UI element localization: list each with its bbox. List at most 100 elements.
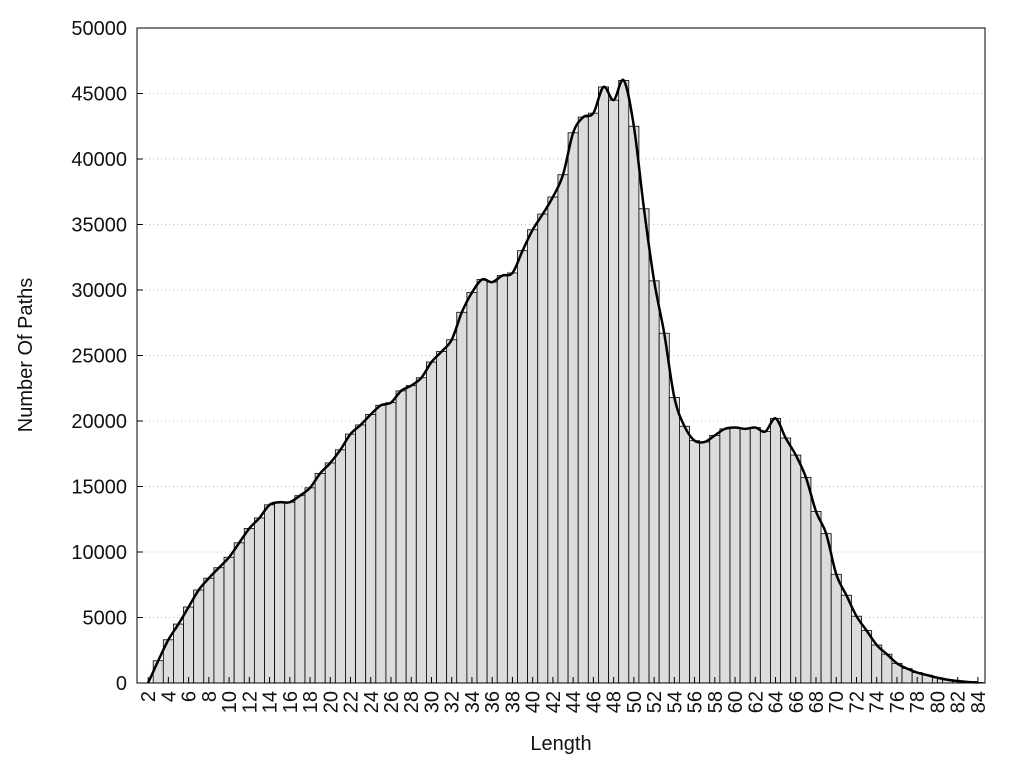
x-tick-label: 24 bbox=[361, 691, 383, 713]
x-tick-label: 60 bbox=[725, 691, 747, 713]
bar bbox=[203, 577, 215, 684]
bar bbox=[699, 441, 711, 684]
bar bbox=[719, 428, 731, 684]
bar bbox=[466, 292, 478, 684]
bar bbox=[780, 437, 792, 684]
bar bbox=[385, 402, 397, 684]
bar bbox=[446, 339, 458, 684]
bar bbox=[436, 351, 448, 684]
bar bbox=[648, 280, 660, 684]
bar bbox=[527, 229, 539, 684]
bar bbox=[304, 487, 316, 684]
bar bbox=[587, 112, 599, 684]
y-tick-label: 20000 bbox=[71, 411, 127, 433]
bar bbox=[678, 425, 690, 684]
x-tick-label: 28 bbox=[401, 691, 423, 713]
x-tick-label: 52 bbox=[644, 691, 666, 713]
x-tick-label: 46 bbox=[583, 691, 605, 713]
x-axis-label: Length bbox=[530, 733, 591, 755]
y-tick-label: 45000 bbox=[71, 84, 127, 106]
x-tick-label: 26 bbox=[381, 691, 403, 713]
bar bbox=[567, 132, 579, 684]
x-tick-label: 6 bbox=[179, 691, 201, 702]
bar bbox=[800, 476, 812, 684]
bar bbox=[365, 414, 377, 684]
x-tick-label: 78 bbox=[907, 691, 929, 713]
x-tick-label: 44 bbox=[563, 691, 585, 713]
x-tick-label: 2 bbox=[138, 691, 160, 702]
y-tick-label: 35000 bbox=[71, 215, 127, 237]
bar bbox=[517, 250, 529, 684]
bar bbox=[759, 431, 771, 684]
bar bbox=[557, 174, 569, 684]
bar bbox=[608, 99, 620, 684]
bar bbox=[405, 385, 417, 684]
bar bbox=[861, 630, 873, 684]
x-tick-label: 80 bbox=[927, 691, 949, 713]
bar bbox=[638, 208, 650, 684]
bar bbox=[729, 427, 741, 684]
x-tick-label: 58 bbox=[705, 691, 727, 713]
x-tick-label: 82 bbox=[948, 691, 970, 713]
bar bbox=[243, 528, 255, 684]
x-tick-label: 18 bbox=[300, 691, 322, 713]
bar bbox=[294, 495, 306, 684]
bar bbox=[183, 606, 195, 684]
x-tick-label: 66 bbox=[786, 691, 808, 713]
bar bbox=[334, 449, 346, 684]
x-tick-label: 62 bbox=[745, 691, 767, 713]
x-tick-label: 48 bbox=[604, 691, 626, 713]
bar bbox=[253, 517, 265, 684]
bar bbox=[820, 533, 832, 684]
bar bbox=[506, 272, 518, 684]
bar bbox=[213, 567, 225, 684]
x-tick-label: 8 bbox=[199, 691, 221, 702]
bar bbox=[709, 435, 721, 684]
x-tick-label: 4 bbox=[158, 691, 180, 702]
bar bbox=[314, 472, 326, 684]
plot-frame bbox=[136, 27, 986, 684]
x-tick-label: 70 bbox=[826, 691, 848, 713]
bar bbox=[810, 510, 822, 684]
bar bbox=[264, 504, 276, 684]
y-tick-label: 5000 bbox=[83, 608, 128, 630]
x-tick-label: 20 bbox=[320, 691, 342, 713]
bar bbox=[395, 390, 407, 684]
x-tick-label: 56 bbox=[685, 691, 707, 713]
bar bbox=[658, 332, 670, 684]
bar bbox=[770, 417, 781, 684]
x-tick-label: 68 bbox=[806, 691, 828, 713]
bar bbox=[456, 311, 468, 684]
bar bbox=[355, 424, 367, 684]
bar bbox=[840, 594, 852, 684]
x-tick-label: 14 bbox=[260, 691, 282, 713]
x-tick-label: 64 bbox=[766, 691, 788, 713]
x-tick-label: 32 bbox=[442, 691, 464, 713]
x-tick-label: 16 bbox=[280, 691, 302, 713]
x-tick-label: 72 bbox=[846, 691, 868, 713]
bar bbox=[274, 501, 286, 684]
y-tick-label: 25000 bbox=[71, 346, 127, 368]
bar bbox=[496, 275, 508, 684]
bar bbox=[284, 501, 296, 684]
x-tick-label: 10 bbox=[219, 691, 241, 713]
x-tick-label: 54 bbox=[664, 691, 686, 713]
bar bbox=[223, 556, 235, 684]
x-tick-label: 30 bbox=[421, 691, 443, 713]
x-tick-label: 74 bbox=[867, 691, 889, 713]
bar bbox=[618, 80, 630, 684]
x-tick-label: 42 bbox=[543, 691, 565, 713]
bar bbox=[415, 377, 427, 684]
x-tick-label: 38 bbox=[502, 691, 524, 713]
bar bbox=[598, 86, 609, 684]
y-tick-label: 10000 bbox=[71, 542, 127, 564]
y-axis-label: Number Of Paths bbox=[15, 278, 37, 433]
x-tick-label: 50 bbox=[624, 691, 646, 713]
bar bbox=[749, 427, 761, 684]
bar bbox=[193, 589, 205, 684]
x-tick-label: 84 bbox=[968, 691, 990, 713]
x-tick-label: 34 bbox=[462, 691, 484, 713]
bar bbox=[790, 454, 802, 684]
